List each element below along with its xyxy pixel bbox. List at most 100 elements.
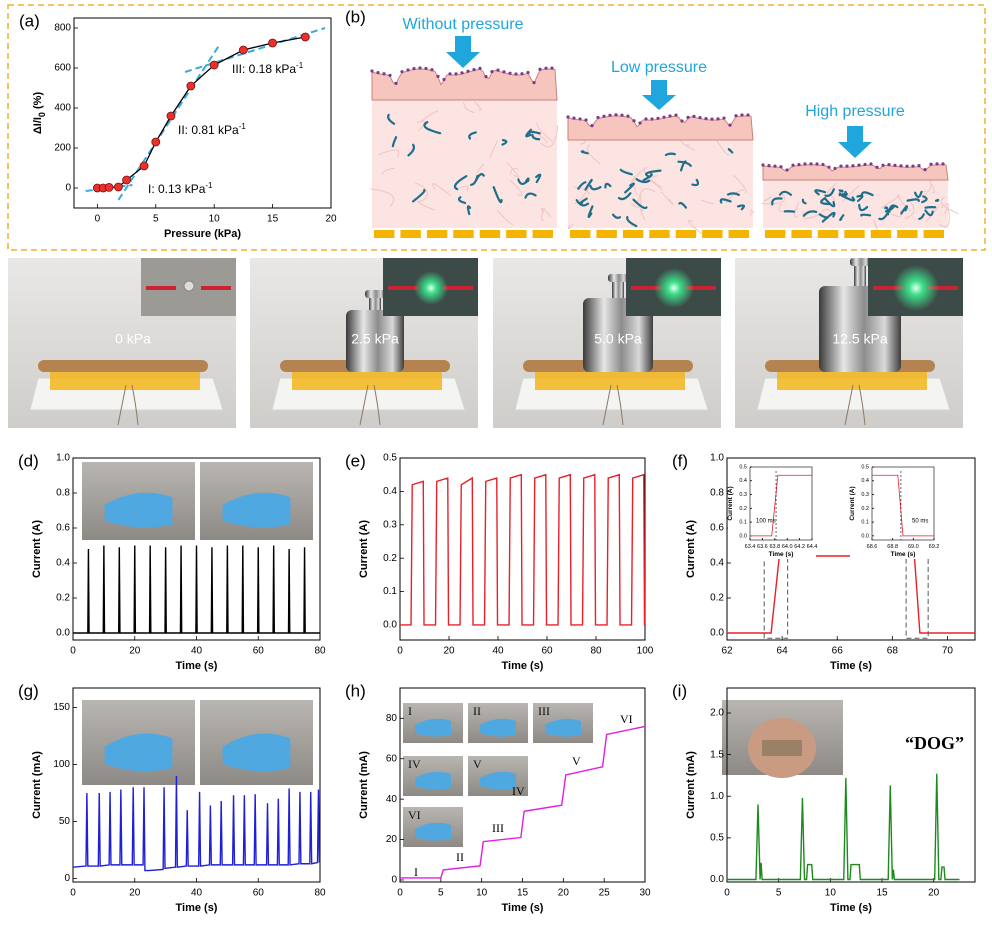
network xyxy=(897,193,911,212)
fiber xyxy=(918,213,925,220)
series-line xyxy=(727,773,960,881)
network xyxy=(509,167,519,176)
electrode xyxy=(765,230,786,238)
fiber xyxy=(878,212,889,221)
particle xyxy=(941,162,945,166)
network xyxy=(489,140,499,159)
y-tick-label: 80 xyxy=(386,713,398,724)
fiber xyxy=(645,169,662,178)
fiber xyxy=(524,177,530,183)
particle xyxy=(484,75,488,79)
fiber xyxy=(801,198,807,205)
fiber xyxy=(423,121,442,135)
particle xyxy=(839,164,843,168)
particle xyxy=(538,67,542,71)
x-tick-label: 62 xyxy=(721,646,733,657)
network xyxy=(761,192,786,205)
x-axis-label: Pressure (kPa) xyxy=(164,228,241,240)
panel-label: (h) xyxy=(345,681,366,700)
y-tick-label: 0.4 xyxy=(861,478,869,484)
fiber xyxy=(726,192,740,196)
fiber xyxy=(391,136,398,148)
particle xyxy=(899,164,903,168)
particle xyxy=(490,69,494,74)
y-tick-label: 20 xyxy=(386,834,398,845)
fiber xyxy=(387,113,396,125)
y-tick-label: 0.0 xyxy=(710,628,724,639)
fiber xyxy=(642,173,653,182)
y-tick-label: 0.3 xyxy=(383,519,397,530)
arrow xyxy=(838,126,872,158)
annotation: 100 ms xyxy=(756,519,776,525)
fiber xyxy=(679,160,687,172)
weight-handle xyxy=(612,280,624,298)
x-tick-label: 68.6 xyxy=(867,544,878,550)
particle xyxy=(400,70,404,74)
series-line xyxy=(727,555,975,634)
annotation: I: 0.13 kPa-1 xyxy=(148,181,213,197)
electrode xyxy=(453,230,474,238)
annotation-sup: -1 xyxy=(296,61,304,70)
plot-frame xyxy=(73,17,332,209)
network xyxy=(802,211,822,219)
weight xyxy=(583,298,653,372)
particle xyxy=(869,162,873,166)
network xyxy=(420,110,439,122)
network xyxy=(778,204,798,213)
x-tick-label: 10 xyxy=(209,214,221,225)
y-tick-label: 0.6 xyxy=(56,523,70,534)
glove xyxy=(480,771,516,790)
series-line xyxy=(400,473,646,626)
particle xyxy=(734,114,738,118)
network xyxy=(567,223,575,230)
panel-label: (e) xyxy=(345,451,366,470)
x-tick-label: 40 xyxy=(191,888,203,899)
electrode xyxy=(596,230,617,238)
electrode xyxy=(532,230,553,238)
inset-chart: 68.6 68.8 69.0 69.2 0.0 0.1 0.2 0.3 0.4 0.5 Time (… xyxy=(849,464,939,559)
y-tick-label: 100 xyxy=(53,759,70,770)
x-tick-label: 69.0 xyxy=(908,544,919,550)
particle xyxy=(454,72,458,76)
fiber xyxy=(824,198,836,208)
particle xyxy=(863,162,867,167)
y-tick-label: 0.4 xyxy=(56,558,70,569)
electrode xyxy=(506,230,527,238)
fit-line xyxy=(117,43,221,201)
label-part: (%) xyxy=(32,92,44,113)
panel-label: (f) xyxy=(672,451,688,470)
y-tick-label: 150 xyxy=(53,702,70,713)
fiber xyxy=(736,204,746,211)
point xyxy=(186,81,196,91)
photo-label: V xyxy=(473,757,482,771)
panel-label: (b) xyxy=(345,7,366,26)
fiber xyxy=(921,195,928,204)
panel-label: (g) xyxy=(18,681,39,700)
fiber xyxy=(501,139,508,146)
particle xyxy=(845,164,849,168)
fiber xyxy=(535,173,542,184)
x-tick-label: 20 xyxy=(129,888,141,899)
y-tick-label: 0.0 xyxy=(56,628,70,639)
particle xyxy=(656,116,660,120)
pressure-label: Without pressure xyxy=(403,16,524,33)
fiber xyxy=(906,198,920,203)
point xyxy=(113,182,123,192)
particle xyxy=(779,165,783,169)
pressure-label: Low pressure xyxy=(611,59,707,76)
fiber xyxy=(407,143,415,157)
electrode xyxy=(728,230,749,238)
particle xyxy=(436,74,440,79)
weight xyxy=(346,310,404,372)
particle xyxy=(596,115,600,120)
electrode xyxy=(570,230,591,238)
fiber xyxy=(884,206,890,216)
wire xyxy=(602,384,624,426)
fiber xyxy=(525,128,532,138)
inset-bg xyxy=(850,464,938,559)
network xyxy=(458,185,469,192)
x-tick-label: 5 xyxy=(438,888,444,899)
network xyxy=(529,128,548,144)
network xyxy=(716,139,730,156)
pressure-label: 5.0 kPa xyxy=(594,331,642,347)
